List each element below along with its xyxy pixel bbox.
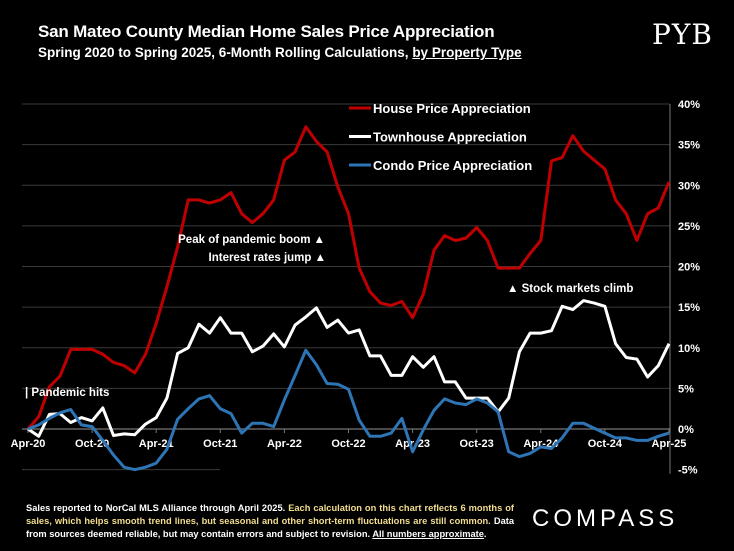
x-tick-label: Oct-22 [331,438,365,450]
y-tick-label: 25% [678,221,700,233]
subtitle-property-type: by Property Type [412,45,522,60]
y-tick-label: 0% [678,424,694,436]
annotation: Interest rates jump ▲ [209,252,326,264]
subtitle-text: Spring 2020 to Spring 2025, 6-Month Roll… [38,45,413,60]
x-tick-label: Apr-23 [395,438,430,450]
x-tick-label: Apr-21 [139,438,174,450]
x-tick-label: Oct-24 [588,438,623,450]
footer-source: Sales reported to NorCal MLS Alliance th… [26,503,289,513]
annotation: Peak of pandemic boom ▲ [178,234,325,246]
x-tick-label: Oct-21 [203,438,237,450]
chart-title: San Mateo County Median Home Sales Price… [38,22,495,41]
y-tick-label: -5% [678,465,698,477]
y-tick-label: 10% [678,343,700,355]
legend-label: House Price Appreciation [373,101,531,116]
pyb-logo: PYB [652,18,713,51]
legend-label: Townhouse Appreciation [373,130,527,145]
x-tick-label: Apr-22 [267,438,302,450]
series-line-house [26,125,671,430]
footer-period: . [483,529,487,539]
y-tick-label: 40% [678,99,700,111]
series-line-townhouse [27,299,671,438]
footer-approx: All numbers approximate [372,529,484,539]
compass-logo: COMPASS [532,505,679,532]
y-tick-label: 30% [678,180,700,192]
series-line-condo [27,348,670,472]
footer-highlight: Each calculation on this chart reflects … [26,503,514,526]
y-tick-label: 35% [678,140,700,152]
footer-disclaimer: Data from sources deemed reliable, but m… [26,516,515,539]
annotation: | Pandemic hits [25,387,109,399]
x-tick-label: Oct-23 [460,438,494,450]
x-tick-label: Oct-20 [75,438,109,450]
y-tick-label: 15% [678,302,700,314]
x-tick-label: Apr-20 [11,438,46,450]
line-chart: 40% 35% 30% 25% 20% 15% 10% 5% 0% -5% Apr-20 Oct-20… [11,99,701,477]
footer-note: Sales reported to NorCal MLS Alliance th… [26,502,514,541]
annotation: ▲ Stock markets climb [507,283,633,295]
x-tick-label: Apr-25 [652,438,687,450]
chart-subtitle: Spring 2020 to Spring 2025, 6-Month Roll… [38,45,522,60]
y-tick-label: 20% [678,262,700,274]
y-tick-label: 5% [678,383,694,395]
legend-label: Condo Price Appreciation [373,158,532,173]
